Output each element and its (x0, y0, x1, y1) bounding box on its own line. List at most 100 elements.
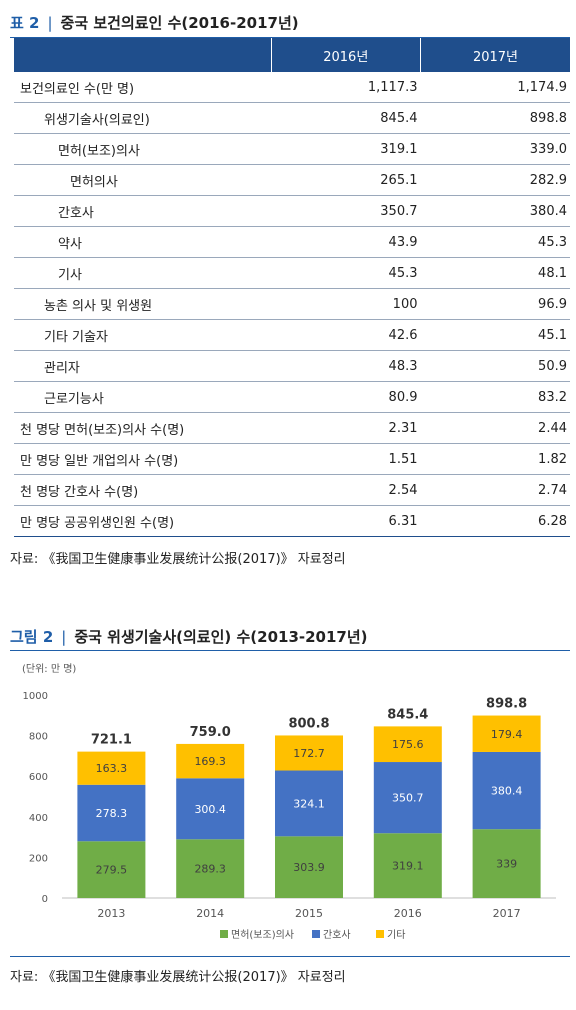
legend-swatch (376, 930, 384, 938)
bar-segment (472, 751, 541, 830)
data-label: 300.4 (194, 803, 226, 816)
row-label-cell: 위생기술사(의료인) (14, 102, 272, 134)
row-label-cell: 면허(보조)의사 (14, 133, 272, 165)
value-2017: 2.44 (420, 412, 570, 444)
value-2017: 96.9 (420, 288, 570, 320)
value-2017: 1,174.9 (420, 72, 570, 103)
data-label: 350.7 (392, 792, 424, 805)
row-label-cell: 간호사 (14, 195, 272, 227)
row-label: 만 명당 공공위생인원 수(명) (20, 515, 175, 531)
row-label-cell: 천 명당 면허(보조)의사 수(명) (14, 412, 272, 444)
row-label: 기타 기술자 (44, 329, 108, 345)
bar-segment (176, 778, 245, 840)
title-separator: | (47, 14, 53, 32)
table-row: 천 명당 면허(보조)의사 수(명) 2.31 2.44 (14, 412, 570, 444)
table-source-note: 자료: 《我国卫生健康事业发展统计公报(2017)》 자료정리 (10, 552, 346, 567)
table-row: 만 명당 공공위생인원 수(명) 6.31 6.28 (14, 505, 570, 537)
legend-label: 기타 (387, 929, 405, 941)
value-2017: 1.82 (420, 443, 570, 475)
data-label: 179.4 (491, 728, 523, 741)
x-tick-label: 2017 (493, 907, 521, 920)
legend-swatch (220, 930, 228, 938)
row-label: 농촌 의사 및 위생원 (44, 298, 153, 314)
row-label-cell: 천 명당 간호사 수(명) (14, 474, 272, 506)
figure-bottom-rule (10, 956, 570, 957)
row-label-cell: 만 명당 공공위생인원 수(명) (14, 505, 272, 537)
table-number: 표 2 (10, 14, 40, 32)
table-top-rule (10, 37, 570, 38)
row-label: 보건의료인 수(만 명) (20, 81, 135, 97)
figure-top-rule (10, 650, 570, 651)
stacked-bar-chart: 0 200 400 600 800 1000 279.5 278.3 163.3 721.1 201… (23, 691, 556, 941)
bar-segment (176, 839, 245, 898)
bar-segment (77, 841, 146, 898)
table-title: 표 2 | 중국 보건의료인 수(2016-2017년) (10, 12, 299, 33)
figure-source-note: 자료: 《我国卫生健康事业发展统计公报(2017)》 자료정리 (10, 970, 346, 985)
chart-unit-label: (단위: 만 명) (22, 664, 77, 675)
value-2017: 48.1 (420, 257, 570, 289)
row-label-cell: 농촌 의사 및 위생원 (14, 288, 272, 320)
value-2017: 339.0 (420, 133, 570, 165)
table-header-row: 2016년 2017년 (14, 38, 570, 72)
header-cell: 2017년 (420, 38, 570, 72)
value-2016: 319.1 (271, 133, 421, 165)
bar-segment (373, 726, 442, 763)
data-label: 324.1 (293, 797, 325, 810)
value-2016: 6.31 (271, 505, 421, 537)
value-2016: 845.4 (271, 102, 421, 134)
value-2017: 45.3 (420, 226, 570, 258)
value-2017: 83.2 (420, 381, 570, 413)
table-row: 약사 43.9 45.3 (14, 226, 570, 258)
header-cell (14, 38, 272, 72)
x-tick-label: 2013 (97, 907, 125, 920)
legend-swatch (312, 930, 320, 938)
data-label: 163.3 (96, 762, 128, 775)
value-2017: 282.9 (420, 164, 570, 196)
value-2016: 2.54 (271, 474, 421, 506)
table-title-text: 중국 보건의료인 수(2016-2017년) (60, 14, 299, 32)
y-tick-label: 400 (29, 813, 48, 824)
y-tick-label: 800 (29, 732, 48, 743)
bar-segment (176, 743, 245, 779)
value-2017: 6.28 (420, 505, 570, 537)
data-label: 172.7 (293, 747, 325, 760)
table-row: 만 명당 일반 개업의사 수(명) 1.51 1.82 (14, 443, 570, 475)
row-label-cell: 기사 (14, 257, 272, 289)
row-label: 천 명당 간호사 수(명) (20, 484, 139, 500)
legend-label: 면허(보조)의사 (231, 929, 294, 941)
row-label-cell: 보건의료인 수(만 명) (14, 72, 272, 103)
value-2016: 2.31 (271, 412, 421, 444)
row-label-cell: 만 명당 일반 개업의사 수(명) (14, 443, 272, 475)
table-row: 위생기술사(의료인) 845.4 898.8 (14, 102, 570, 134)
table-row: 면허의사 265.1 282.9 (14, 164, 570, 196)
value-2017: 380.4 (420, 195, 570, 227)
total-label: 800.8 (288, 716, 329, 731)
row-label: 근로기능사 (44, 391, 104, 407)
y-tick-label: 0 (42, 894, 48, 905)
value-2016: 265.1 (271, 164, 421, 196)
data-label: 289.3 (194, 863, 226, 876)
row-label: 간호사 (58, 205, 94, 221)
total-label: 845.4 (387, 707, 428, 722)
x-tick-label: 2015 (295, 907, 323, 920)
row-label-cell: 근로기능사 (14, 381, 272, 413)
x-tick-label: 2016 (394, 907, 422, 920)
row-label-cell: 면허의사 (14, 164, 272, 196)
bar-segment (472, 829, 541, 898)
data-label: 279.5 (96, 864, 128, 877)
table-row: 근로기능사 80.9 83.2 (14, 381, 570, 413)
data-label: 319.1 (392, 860, 424, 873)
row-label-cell: 약사 (14, 226, 272, 258)
value-2016: 100 (271, 288, 421, 320)
health-personnel-table: 2016년 2017년 보건의료인 수(만 명) 1,117.3 1,174.9 위생… (14, 38, 570, 537)
row-label: 만 명당 일반 개업의사 수(명) (20, 453, 179, 469)
row-label-cell: 관리자 (14, 350, 272, 382)
legend-label: 간호사 (323, 929, 351, 941)
data-label: 169.3 (194, 755, 226, 768)
value-2017: 898.8 (420, 102, 570, 134)
table-row: 농촌 의사 및 위생원 100 96.9 (14, 288, 570, 320)
table-row: 간호사 350.7 380.4 (14, 195, 570, 227)
data-label: 303.9 (293, 861, 325, 874)
bar-segment (77, 784, 146, 842)
value-2016: 45.3 (271, 257, 421, 289)
